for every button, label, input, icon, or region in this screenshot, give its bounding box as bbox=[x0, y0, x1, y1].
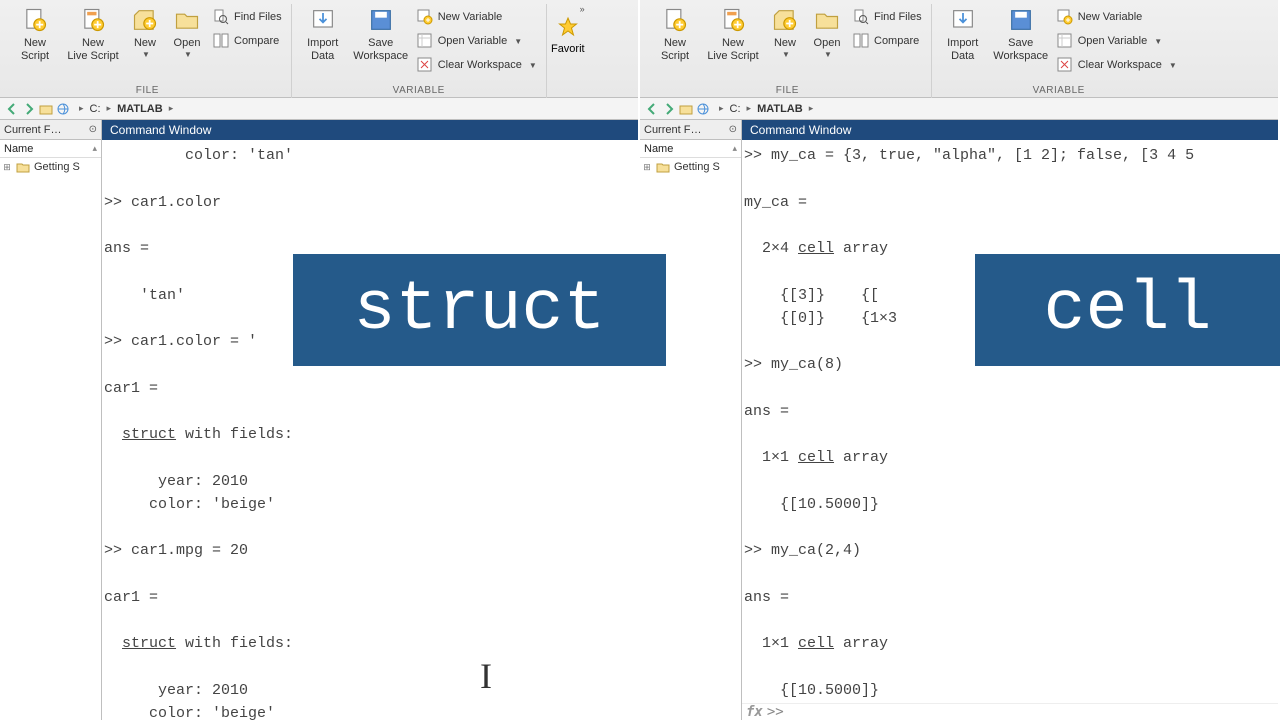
variable-group: Import Data Save Workspace New Variable … bbox=[292, 4, 547, 98]
new-script-icon bbox=[21, 6, 49, 34]
forward-button[interactable] bbox=[21, 101, 37, 117]
import-data-button[interactable]: Import Data bbox=[296, 4, 350, 85]
command-window-header: Command Window bbox=[102, 120, 638, 140]
find-files-icon bbox=[853, 9, 869, 25]
browse-button[interactable] bbox=[55, 101, 71, 117]
up-folder-button[interactable] bbox=[38, 101, 54, 117]
current-folder-panel: Current F… ⊙ Name ▴ ⊞ Getting S bbox=[0, 120, 102, 720]
toolstrip: New Script New Live Script New▼ Open▼ Fi… bbox=[640, 0, 1278, 98]
browse-button[interactable] bbox=[695, 101, 711, 117]
new-live-script-button[interactable]: New Live Script bbox=[702, 4, 764, 85]
save-workspace-button[interactable]: Save Workspace bbox=[990, 4, 1052, 85]
file-group: New Script New Live Script New▼ Open▼ Fi… bbox=[644, 4, 932, 98]
clear-workspace-button[interactable]: Clear Workspace▼ bbox=[1054, 54, 1180, 76]
expand-icon[interactable]: ⊞ bbox=[2, 162, 12, 173]
forward-button[interactable] bbox=[661, 101, 677, 117]
chevron-down-icon: ▼ bbox=[514, 37, 522, 46]
favorites-label: Favorit bbox=[551, 43, 585, 55]
new-live-script-icon bbox=[719, 6, 747, 34]
fx-icon: fx bbox=[746, 704, 763, 720]
group-label: VARIABLE bbox=[393, 85, 445, 98]
struct-overlay-label: struct bbox=[293, 254, 666, 366]
open-button[interactable]: Open▼ bbox=[806, 4, 848, 85]
compare-button[interactable]: Compare bbox=[850, 30, 925, 52]
file-group: New Script New Live Script New ▼ bbox=[4, 4, 292, 98]
import-data-button[interactable]: Import Data bbox=[936, 4, 990, 85]
new-live-script-button[interactable]: New Live Script bbox=[62, 4, 124, 85]
open-variable-icon bbox=[417, 33, 433, 49]
toolstrip: New Script New Live Script New ▼ bbox=[0, 0, 638, 98]
chevron-down-icon: ▼ bbox=[142, 50, 150, 59]
new-live-script-icon bbox=[79, 6, 107, 34]
open-icon bbox=[813, 6, 841, 34]
folder-item[interactable]: ⊞ Getting S bbox=[640, 158, 741, 176]
command-window-body[interactable]: color: 'tan' >> car1.color ans = 'tan' >… bbox=[102, 140, 638, 720]
command-window: Command Window >> my_ca = {3, true, "alp… bbox=[742, 120, 1278, 720]
import-data-icon bbox=[949, 6, 977, 34]
expand-icon[interactable]: » bbox=[580, 4, 585, 14]
save-workspace-button[interactable]: Save Workspace bbox=[350, 4, 412, 85]
panel-menu-icon[interactable]: ⊙ bbox=[89, 124, 97, 135]
back-button[interactable] bbox=[4, 101, 20, 117]
variable-group: Import Data Save Workspace New Variable … bbox=[932, 4, 1186, 98]
new-script-icon bbox=[661, 6, 689, 34]
folder-item[interactable]: ⊞ Getting S bbox=[0, 158, 101, 176]
open-button[interactable]: Open ▼ bbox=[166, 4, 208, 85]
command-window-body[interactable]: >> my_ca = {3, true, "alpha", [1 2]; fal… bbox=[742, 140, 1278, 703]
folder-icon bbox=[16, 160, 30, 174]
compare-button[interactable]: Compare bbox=[210, 30, 285, 52]
favorites-icon[interactable] bbox=[556, 16, 580, 40]
clear-workspace-button[interactable]: Clear Workspace ▼ bbox=[414, 54, 540, 76]
new-script-button[interactable]: New Script bbox=[8, 4, 62, 85]
new-variable-icon bbox=[417, 9, 433, 25]
up-folder-button[interactable] bbox=[678, 101, 694, 117]
new-button[interactable]: New ▼ bbox=[124, 4, 166, 85]
folder-icon bbox=[656, 160, 670, 174]
new-variable-button[interactable]: New Variable bbox=[414, 6, 540, 28]
new-variable-icon bbox=[1057, 9, 1073, 25]
new-icon bbox=[771, 6, 799, 34]
command-window: Command Window color: 'tan' >> car1.colo… bbox=[102, 120, 638, 720]
group-label: FILE bbox=[136, 85, 159, 98]
clear-workspace-icon bbox=[1057, 57, 1073, 73]
open-variable-icon bbox=[1057, 33, 1073, 49]
address-bar: ▸ C: ▸ MATLAB ▸ bbox=[0, 98, 638, 120]
clear-workspace-icon bbox=[417, 57, 433, 73]
find-files-icon bbox=[213, 9, 229, 25]
path-breadcrumb[interactable]: ▸C: ▸MATLAB ▸ bbox=[719, 103, 813, 115]
new-button[interactable]: New▼ bbox=[764, 4, 806, 85]
new-icon bbox=[131, 6, 159, 34]
address-bar: ▸C: ▸MATLAB ▸ bbox=[640, 98, 1278, 120]
save-workspace-icon bbox=[1007, 6, 1035, 34]
find-files-button[interactable]: Find Files bbox=[850, 6, 925, 28]
open-icon bbox=[173, 6, 201, 34]
find-files-button[interactable]: Find Files bbox=[210, 6, 285, 28]
open-variable-button[interactable]: Open Variable ▼ bbox=[414, 30, 540, 52]
new-variable-button[interactable]: New Variable bbox=[1054, 6, 1180, 28]
panel-header: Current F… ⊙ bbox=[0, 120, 101, 140]
chevron-down-icon: ▼ bbox=[529, 61, 537, 70]
save-workspace-icon bbox=[367, 6, 395, 34]
expand-icon[interactable]: ⊞ bbox=[642, 162, 652, 173]
favorites-group: » Favorit bbox=[547, 4, 589, 98]
back-button[interactable] bbox=[644, 101, 660, 117]
compare-icon bbox=[213, 33, 229, 49]
panel-menu-icon[interactable]: ⊙ bbox=[729, 124, 737, 135]
import-data-icon bbox=[309, 6, 337, 34]
open-variable-button[interactable]: Open Variable▼ bbox=[1054, 30, 1180, 52]
fx-prompt[interactable]: fx >> bbox=[742, 703, 1278, 720]
current-folder-panel: Current F…⊙ Name▴ ⊞ Getting S bbox=[640, 120, 742, 720]
chevron-down-icon: ▼ bbox=[184, 50, 192, 59]
path-breadcrumb[interactable]: ▸ C: ▸ MATLAB ▸ bbox=[79, 103, 173, 115]
compare-icon bbox=[853, 33, 869, 49]
new-script-button[interactable]: New Script bbox=[648, 4, 702, 85]
column-header[interactable]: Name ▴ bbox=[0, 140, 101, 158]
cell-overlay-label: cell bbox=[975, 254, 1280, 366]
